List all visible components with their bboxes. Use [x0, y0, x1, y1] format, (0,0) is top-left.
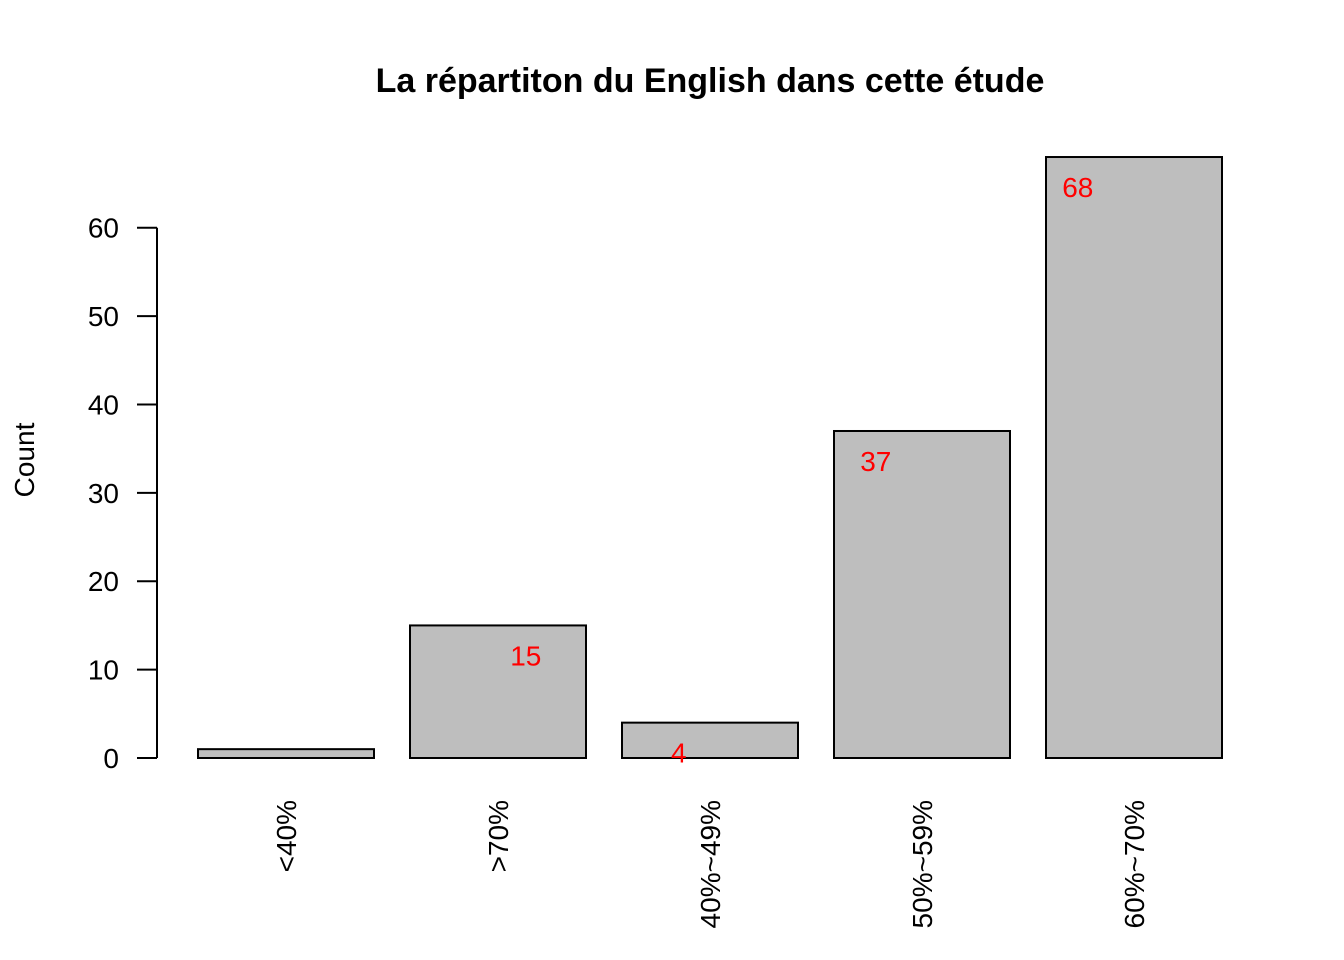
- y-tick-label: 30: [88, 478, 119, 509]
- x-axis-labels: <40% >70% 40%~49% 50%~59% 60%~70%: [271, 800, 1150, 928]
- bar: [409, 624, 587, 759]
- bar: [833, 429, 1011, 759]
- data-label: 15: [510, 640, 541, 671]
- bar: [621, 721, 799, 760]
- x-tick-label: 50%~59%: [907, 800, 938, 928]
- chart-title: La répartiton du English dans cette étud…: [376, 62, 1045, 100]
- y-tick-label: 40: [88, 389, 119, 420]
- y-axis: 0 10 20 30 40 50 60: [88, 213, 158, 774]
- y-tick-label: 10: [88, 655, 119, 686]
- x-tick-label: 40%~49%: [695, 800, 726, 928]
- bars: [197, 156, 1223, 760]
- y-axis-title: Count: [9, 422, 40, 497]
- bar: [197, 748, 375, 759]
- x-tick-label: 60%~70%: [1119, 800, 1150, 928]
- data-labels: 15 4 37 68: [510, 172, 1093, 769]
- y-tick-label: 20: [88, 566, 119, 597]
- data-label: 37: [860, 446, 891, 477]
- x-tick-label: <40%: [271, 800, 302, 872]
- data-label: 4: [671, 738, 687, 769]
- y-tick-label: 50: [88, 301, 119, 332]
- y-tick-label: 0: [103, 743, 119, 774]
- bar: [1045, 156, 1223, 760]
- data-label: 68: [1062, 172, 1093, 203]
- x-tick-label: >70%: [483, 800, 514, 872]
- y-tick-label: 60: [88, 213, 119, 244]
